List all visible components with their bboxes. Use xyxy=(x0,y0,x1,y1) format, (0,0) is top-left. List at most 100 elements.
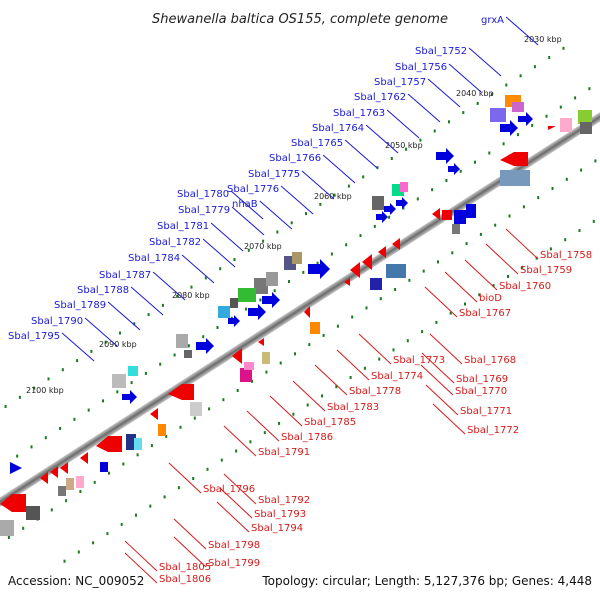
gene-label-sbal-1793: Sbal_1793 xyxy=(254,509,306,520)
leader-line xyxy=(173,536,207,568)
tick-mark xyxy=(551,187,554,190)
leader-line xyxy=(358,333,392,365)
tick-mark xyxy=(77,550,80,554)
tick-mark xyxy=(522,205,525,209)
tick-mark xyxy=(333,193,336,197)
gene-arrow xyxy=(518,112,533,126)
tick-mark xyxy=(476,101,479,105)
gene-label-sbal-1792: Sbal_1792 xyxy=(258,495,310,506)
gene-label-nhaB: nhaB xyxy=(232,199,258,210)
tick-mark xyxy=(18,395,21,399)
tick-mark xyxy=(345,243,348,247)
gene-block xyxy=(100,462,108,472)
gene-label-sbal-1794: Sbal_1794 xyxy=(251,523,303,534)
kbp-scale: 2030 kbp 2040 kbp 2050 kbp 2060 kbp 2070… xyxy=(26,35,562,395)
tick-mark xyxy=(505,83,508,87)
tick-mark xyxy=(545,114,548,118)
tick-mark xyxy=(165,434,168,438)
gene-arrow xyxy=(308,259,330,279)
tick-mark xyxy=(79,490,82,493)
tick-mark xyxy=(265,370,268,374)
gene-label-sbal-1782: Sbal_1782 xyxy=(149,237,201,248)
tick-mark xyxy=(580,168,583,172)
gene-block xyxy=(66,478,74,490)
tick-mark xyxy=(594,159,597,163)
leader-line xyxy=(61,332,95,362)
tick-mark xyxy=(445,179,448,182)
tick-mark xyxy=(119,331,121,335)
gene-arrow xyxy=(60,462,68,474)
gene-label-sbal-1790: Sbal_1790 xyxy=(31,316,83,327)
tick-mark xyxy=(574,96,577,100)
leader-line xyxy=(223,425,257,457)
gene-label-sbal-1752: Sbal_1752 xyxy=(415,46,467,57)
kbp-label-2100: 2100 kbp xyxy=(26,386,64,395)
gene-arrow xyxy=(436,148,454,164)
gene-block xyxy=(442,210,452,220)
gene-block xyxy=(386,264,406,278)
tick-mark xyxy=(4,405,7,408)
gene-block xyxy=(58,486,66,496)
tick-mark xyxy=(290,221,293,225)
tick-mark xyxy=(106,532,109,536)
tick-mark xyxy=(306,403,309,407)
tick-mark xyxy=(87,408,90,412)
tick-mark xyxy=(564,238,567,242)
tick-mark xyxy=(208,407,211,411)
tick-mark xyxy=(588,87,591,91)
tick-mark xyxy=(63,559,66,563)
tick-mark xyxy=(202,335,205,339)
gene-arrow xyxy=(344,278,350,286)
tick-mark xyxy=(190,285,193,289)
gene-block xyxy=(560,118,572,132)
gene-label-sbal-1780: Sbal_1780 xyxy=(177,189,229,200)
tick-mark xyxy=(474,160,476,164)
gene-block xyxy=(500,170,530,186)
tick-mark xyxy=(378,357,381,361)
tick-mark xyxy=(236,389,239,392)
gene-block xyxy=(400,182,408,192)
tick-mark xyxy=(193,416,196,420)
leader-line xyxy=(485,243,519,275)
tick-mark xyxy=(102,399,104,403)
tick-mark xyxy=(336,324,339,328)
tick-mark xyxy=(245,307,248,311)
gene-block xyxy=(238,288,256,302)
tick-mark xyxy=(22,526,25,530)
gene-arrow xyxy=(362,254,372,270)
gene-arrow xyxy=(80,452,88,464)
tick-mark xyxy=(405,147,408,151)
gene-label-sbal-1758: Sbal_1758 xyxy=(540,250,592,261)
leader-line xyxy=(424,286,458,318)
tick-mark xyxy=(373,224,376,228)
gene-arrow xyxy=(150,408,158,420)
leader-line xyxy=(202,238,236,268)
leader-line xyxy=(344,139,378,169)
tick-mark xyxy=(302,270,305,274)
gene-label-sbal-1778: Sbal_1778 xyxy=(349,386,401,397)
gene-arrow xyxy=(168,384,194,400)
forward-genes xyxy=(10,95,533,474)
tick-mark xyxy=(531,123,534,127)
gene-label-sbal-1763: Sbal_1763 xyxy=(333,108,385,119)
tick-mark xyxy=(559,105,562,109)
gene-label-sbal-1787: Sbal_1787 xyxy=(99,270,151,281)
kbp-label-2070: 2070 kbp xyxy=(244,242,282,251)
tick-mark xyxy=(59,427,62,430)
tick-mark xyxy=(247,248,250,252)
gene-label-sbal-1806: Sbal_1806 xyxy=(159,574,211,585)
gene-arrow xyxy=(50,466,58,478)
gene-arrow xyxy=(122,390,137,404)
gene-block xyxy=(76,476,84,488)
gene-block xyxy=(266,272,278,286)
gene-arrow xyxy=(448,163,460,175)
tick-mark xyxy=(508,214,511,218)
gene-block xyxy=(240,368,252,382)
tick-mark xyxy=(502,142,505,146)
gene-label-sbal-1795: Sbal_1795 xyxy=(8,331,60,342)
tick-mark xyxy=(47,377,50,381)
leader-line xyxy=(219,487,253,519)
tick-mark xyxy=(130,381,133,385)
leader-line xyxy=(216,501,250,533)
tick-mark xyxy=(578,229,581,232)
